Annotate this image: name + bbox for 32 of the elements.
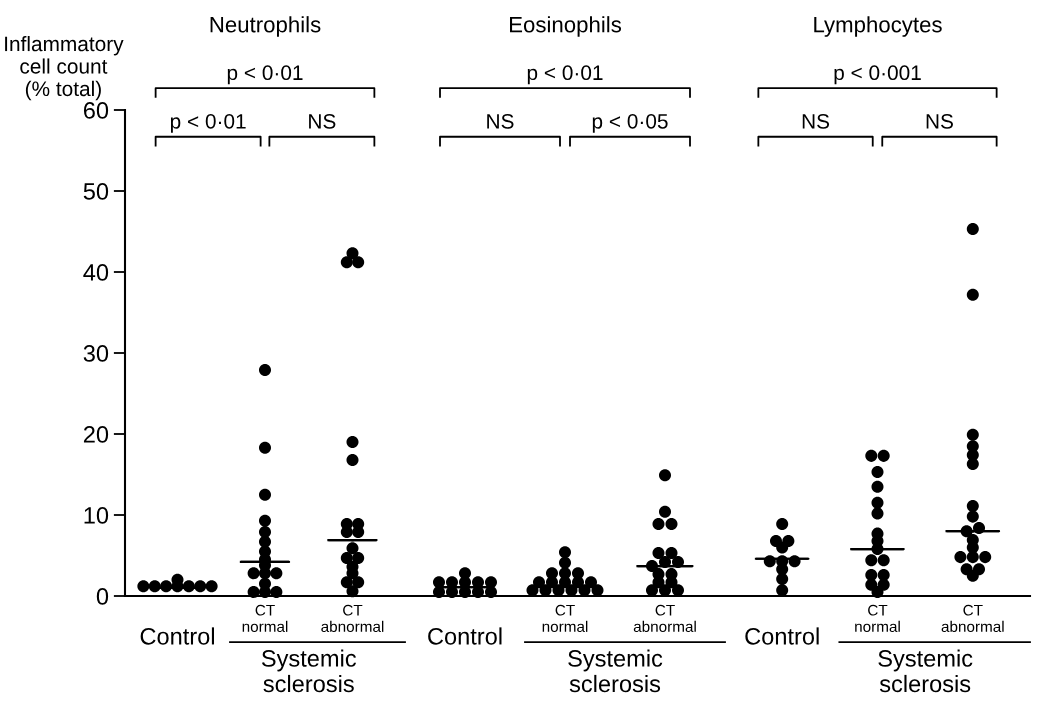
x-tick-label: CT normal xyxy=(242,604,288,633)
x-tick-label: CT normal xyxy=(542,604,588,633)
y-axis-title: Inflammatory cell count (% total) xyxy=(5,35,124,101)
annotation: NS xyxy=(802,113,830,129)
x-tick-label: CT abnormal xyxy=(321,604,384,633)
text: Systemic sclerosis xyxy=(261,649,357,693)
x-tick-label: CT abnormal xyxy=(941,604,1004,633)
chart-title: Lymphocytes xyxy=(814,16,942,37)
text: p < 0·001 xyxy=(834,65,921,85)
x-tick-label: CT abnormal xyxy=(633,604,696,633)
annotation: NS xyxy=(926,113,953,129)
annotation: p < 0·01 xyxy=(170,113,246,133)
chart-title: Neutrophils xyxy=(210,16,321,37)
x-tick-label: Control xyxy=(140,627,214,645)
x-tick-label: Control xyxy=(428,627,502,645)
y-tick-label: 0 xyxy=(96,588,109,605)
annotation: NS xyxy=(309,113,336,129)
text: Systemic sclerosis xyxy=(878,649,973,693)
y-tick-label: 20 xyxy=(83,426,109,443)
x-tick-label: Control xyxy=(745,627,819,645)
y-tick-label: 10 xyxy=(84,507,109,524)
text: p < 0·01 xyxy=(227,65,303,85)
annotation: p < 0·05 xyxy=(592,113,668,133)
y-tick-label: 60 xyxy=(83,102,109,119)
text: Systemic sclerosis xyxy=(568,649,663,693)
x-tick-label: CT normal xyxy=(855,604,900,633)
y-tick-label: 30 xyxy=(83,345,109,362)
chart-title: Eosinophils xyxy=(510,16,622,37)
annotation: NS xyxy=(487,113,514,129)
y-tick-label: 40 xyxy=(83,264,109,281)
text: p < 0·01 xyxy=(527,65,603,85)
y-tick-label: 50 xyxy=(83,183,109,200)
